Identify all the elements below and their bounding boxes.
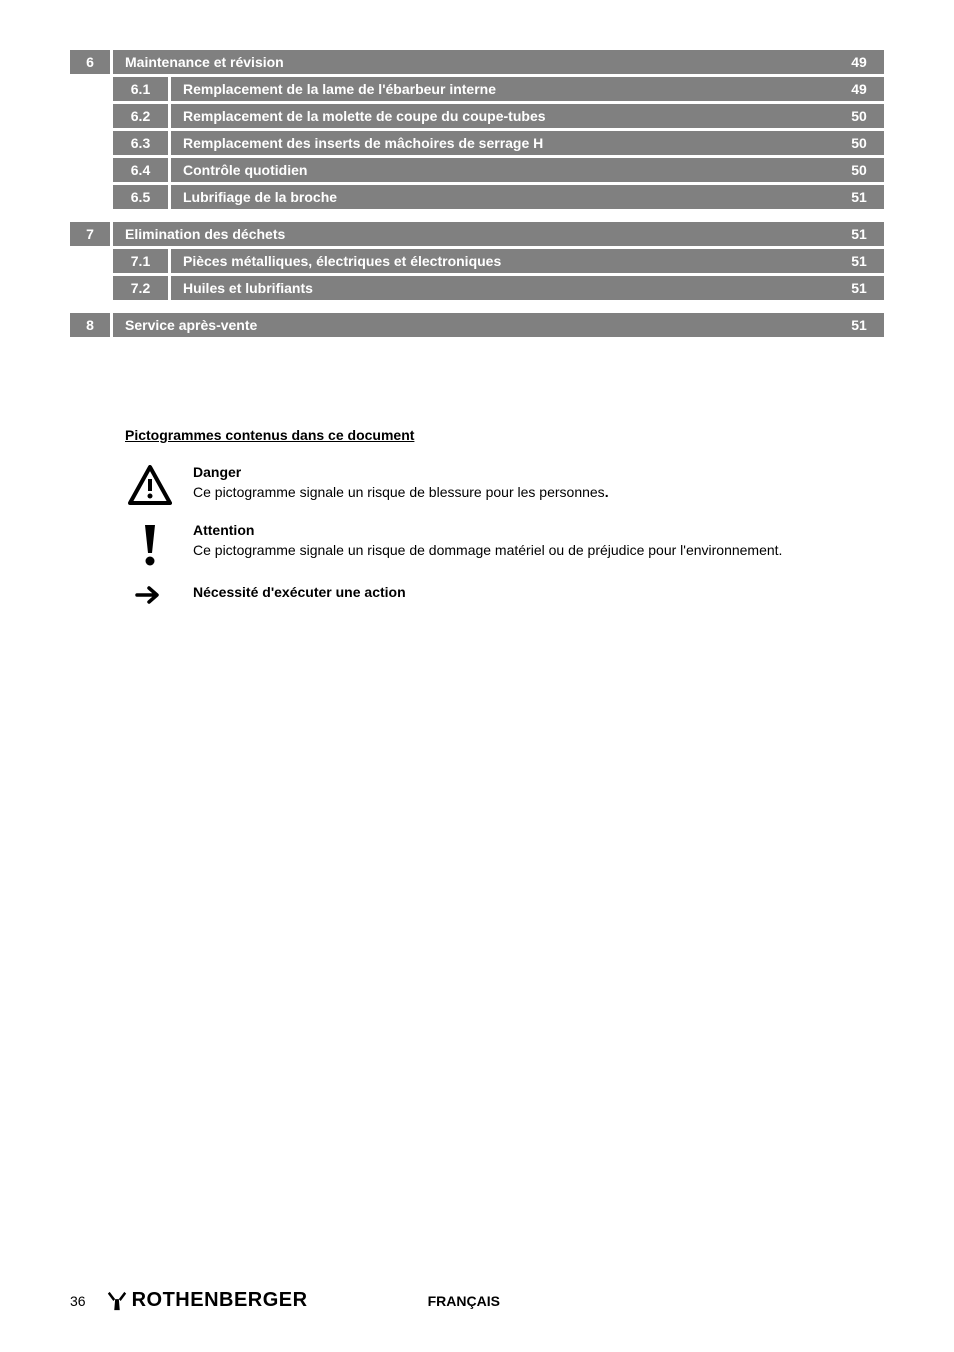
warning-triangle-icon [125, 463, 175, 505]
toc-section-title: Elimination des déchets [113, 222, 834, 246]
toc-subsection-number: 6.5 [113, 185, 168, 209]
page-number: 36 [70, 1293, 86, 1309]
table-of-contents: 6Maintenance et révision496.1Remplacemen… [70, 50, 884, 337]
toc-subsection-title: Huiles et lubrifiants [171, 276, 834, 300]
pictogram-text: Nécessité d'exécuter une action [193, 583, 884, 603]
pictogram-item: AttentionCe pictogramme signale un risqu… [125, 521, 884, 567]
toc-row: 6.1Remplacement de la lame de l'ébarbeur… [70, 77, 884, 101]
toc-page-number: 51 [834, 276, 884, 300]
exclamation-icon [125, 521, 175, 567]
pictogram-description: Ce pictogramme signale un risque de bles… [193, 484, 609, 500]
toc-row: 6.5Lubrifiage de la broche51 [70, 185, 884, 209]
toc-row: 7.2Huiles et lubrifiants51 [70, 276, 884, 300]
toc-subsection-title: Remplacement de la lame de l'ébarbeur in… [171, 77, 834, 101]
pictogram-section: Pictogrammes contenus dans ce document D… [125, 427, 884, 605]
toc-section-number: 7 [70, 222, 110, 246]
toc-section-number: 8 [70, 313, 110, 337]
pictogram-description: Ce pictogramme signale un risque de domm… [193, 542, 782, 558]
pictogram-text: AttentionCe pictogramme signale un risqu… [193, 521, 884, 560]
toc-row: 6Maintenance et révision49 [70, 50, 884, 74]
pictogram-title: Nécessité d'exécuter une action [193, 583, 884, 603]
brand-pliers-icon [106, 1290, 128, 1312]
arrow-right-icon [125, 583, 175, 605]
toc-page-number: 49 [834, 77, 884, 101]
toc-subsection-title: Lubrifiage de la broche [171, 185, 834, 209]
toc-row: 6.2Remplacement de la molette de coupe d… [70, 104, 884, 128]
toc-subsection-title: Contrôle quotidien [171, 158, 834, 182]
toc-subsection-title: Remplacement de la molette de coupe du c… [171, 104, 834, 128]
toc-page-number: 51 [834, 313, 884, 337]
toc-page-number: 50 [834, 131, 884, 155]
toc-subsection-title: Remplacement des inserts de mâchoires de… [171, 131, 834, 155]
pictogram-title: Attention [193, 521, 884, 541]
toc-row: 7.1Pièces métalliques, électriques et él… [70, 249, 884, 273]
toc-page-number: 51 [834, 185, 884, 209]
toc-page-number: 49 [834, 50, 884, 74]
toc-row: 6.3Remplacement des inserts de mâchoires… [70, 131, 884, 155]
toc-section-number: 6 [70, 50, 110, 74]
toc-subsection-number: 6.2 [113, 104, 168, 128]
toc-page-number: 51 [834, 249, 884, 273]
pictogram-item: DangerCe pictogramme signale un risque d… [125, 463, 884, 505]
brand-logo: ROTHENBERGER [106, 1289, 308, 1312]
pictogram-item: Nécessité d'exécuter une action [125, 583, 884, 605]
toc-subsection-number: 6.4 [113, 158, 168, 182]
toc-row: 6.4Contrôle quotidien50 [70, 158, 884, 182]
pictogram-text: DangerCe pictogramme signale un risque d… [193, 463, 884, 502]
brand-name: ROTHENBERGER [132, 1289, 308, 1312]
toc-page-number: 51 [834, 222, 884, 246]
toc-page-number: 50 [834, 104, 884, 128]
toc-page-number: 50 [834, 158, 884, 182]
toc-subsection-number: 6.3 [113, 131, 168, 155]
page-footer: 36 ROTHENBERGER FRANÇAIS [70, 1289, 884, 1312]
toc-section-title: Maintenance et révision [113, 50, 834, 74]
toc-subsection-number: 6.1 [113, 77, 168, 101]
pictogram-heading: Pictogrammes contenus dans ce document [125, 427, 884, 443]
toc-subsection-title: Pièces métalliques, électriques et élect… [171, 249, 834, 273]
footer-language: FRANÇAIS [428, 1293, 500, 1309]
toc-row: 7Elimination des déchets51 [70, 222, 884, 246]
toc-row: 8Service après-vente51 [70, 313, 884, 337]
toc-subsection-number: 7.1 [113, 249, 168, 273]
toc-subsection-number: 7.2 [113, 276, 168, 300]
toc-section-title: Service après-vente [113, 313, 834, 337]
pictogram-title: Danger [193, 463, 884, 483]
